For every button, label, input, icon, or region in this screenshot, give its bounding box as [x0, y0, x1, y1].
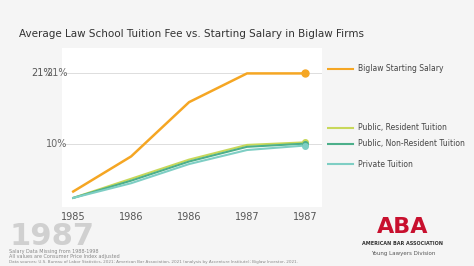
Text: ABA: ABA: [377, 217, 428, 238]
Title: Average Law School Tuition Fee vs. Starting Salary in Biglaw Firms: Average Law School Tuition Fee vs. Start…: [19, 29, 365, 39]
Text: Public, Resident Tuition: Public, Resident Tuition: [358, 123, 447, 132]
Text: 21%: 21%: [31, 68, 53, 78]
Text: 21%: 21%: [46, 68, 67, 78]
Text: All values are Consumer Price Index adjusted: All values are Consumer Price Index adju…: [9, 254, 120, 259]
Text: Salary Data Missing from 1988-1998: Salary Data Missing from 1988-1998: [9, 249, 99, 254]
Text: Data sources: U.S. Bureau of Labor Statistics, 2021; American Bar Association, 2: Data sources: U.S. Bureau of Labor Stati…: [9, 260, 298, 264]
Text: AMERICAN BAR ASSOCIATION: AMERICAN BAR ASSOCIATION: [363, 241, 443, 246]
Text: Biglaw Starting Salary: Biglaw Starting Salary: [358, 64, 444, 73]
Text: Public, Non-Resident Tuition: Public, Non-Resident Tuition: [358, 139, 465, 148]
Text: Young Lawyers Division: Young Lawyers Division: [371, 251, 435, 256]
Text: 1987: 1987: [9, 222, 94, 251]
Text: 10%: 10%: [46, 139, 67, 149]
Text: Private Tuition: Private Tuition: [358, 160, 413, 169]
